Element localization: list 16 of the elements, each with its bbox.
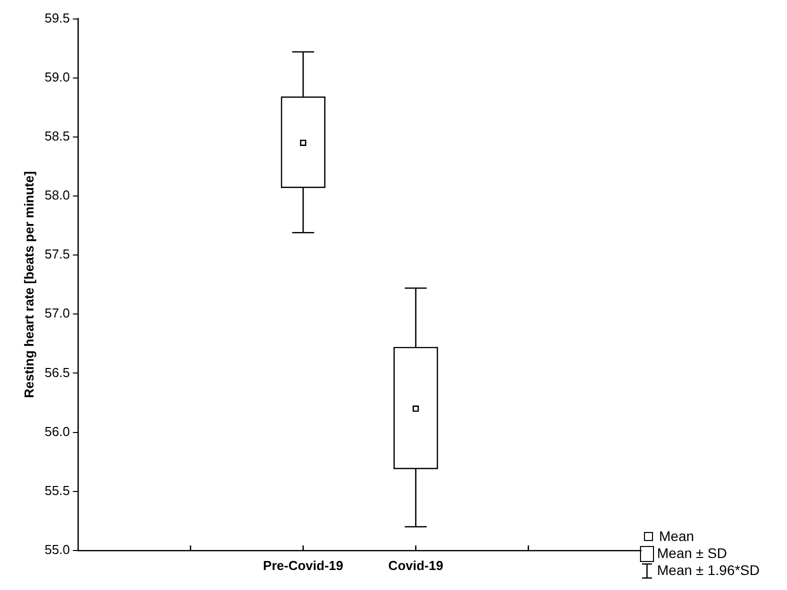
y-tick-label: 59.0 — [44, 69, 70, 84]
text: Mean — [659, 528, 694, 545]
y-tick-label: 57.0 — [44, 306, 70, 321]
text: Mean ± SD — [657, 545, 727, 562]
y-tick-label: 59.5 — [44, 10, 70, 26]
y-tick-label: 55.0 — [44, 542, 70, 557]
y-tick-label: 55.5 — [44, 482, 70, 498]
y-tick-label: 56.0 — [44, 424, 70, 439]
x-tick-label: Pre-Covid-19 — [263, 558, 344, 573]
y-axis-title: Resting heart rate [beats per minute] — [21, 171, 36, 398]
y-tick-label: 58.5 — [44, 128, 70, 144]
y-tick-label: 56.5 — [44, 364, 70, 380]
text: Mean ± 1.96*SD — [657, 562, 760, 579]
x-tick-label: Covid-19 — [388, 558, 444, 573]
y-tick-label: 58.0 — [44, 188, 70, 203]
y-tick-label: 57.5 — [44, 246, 70, 262]
